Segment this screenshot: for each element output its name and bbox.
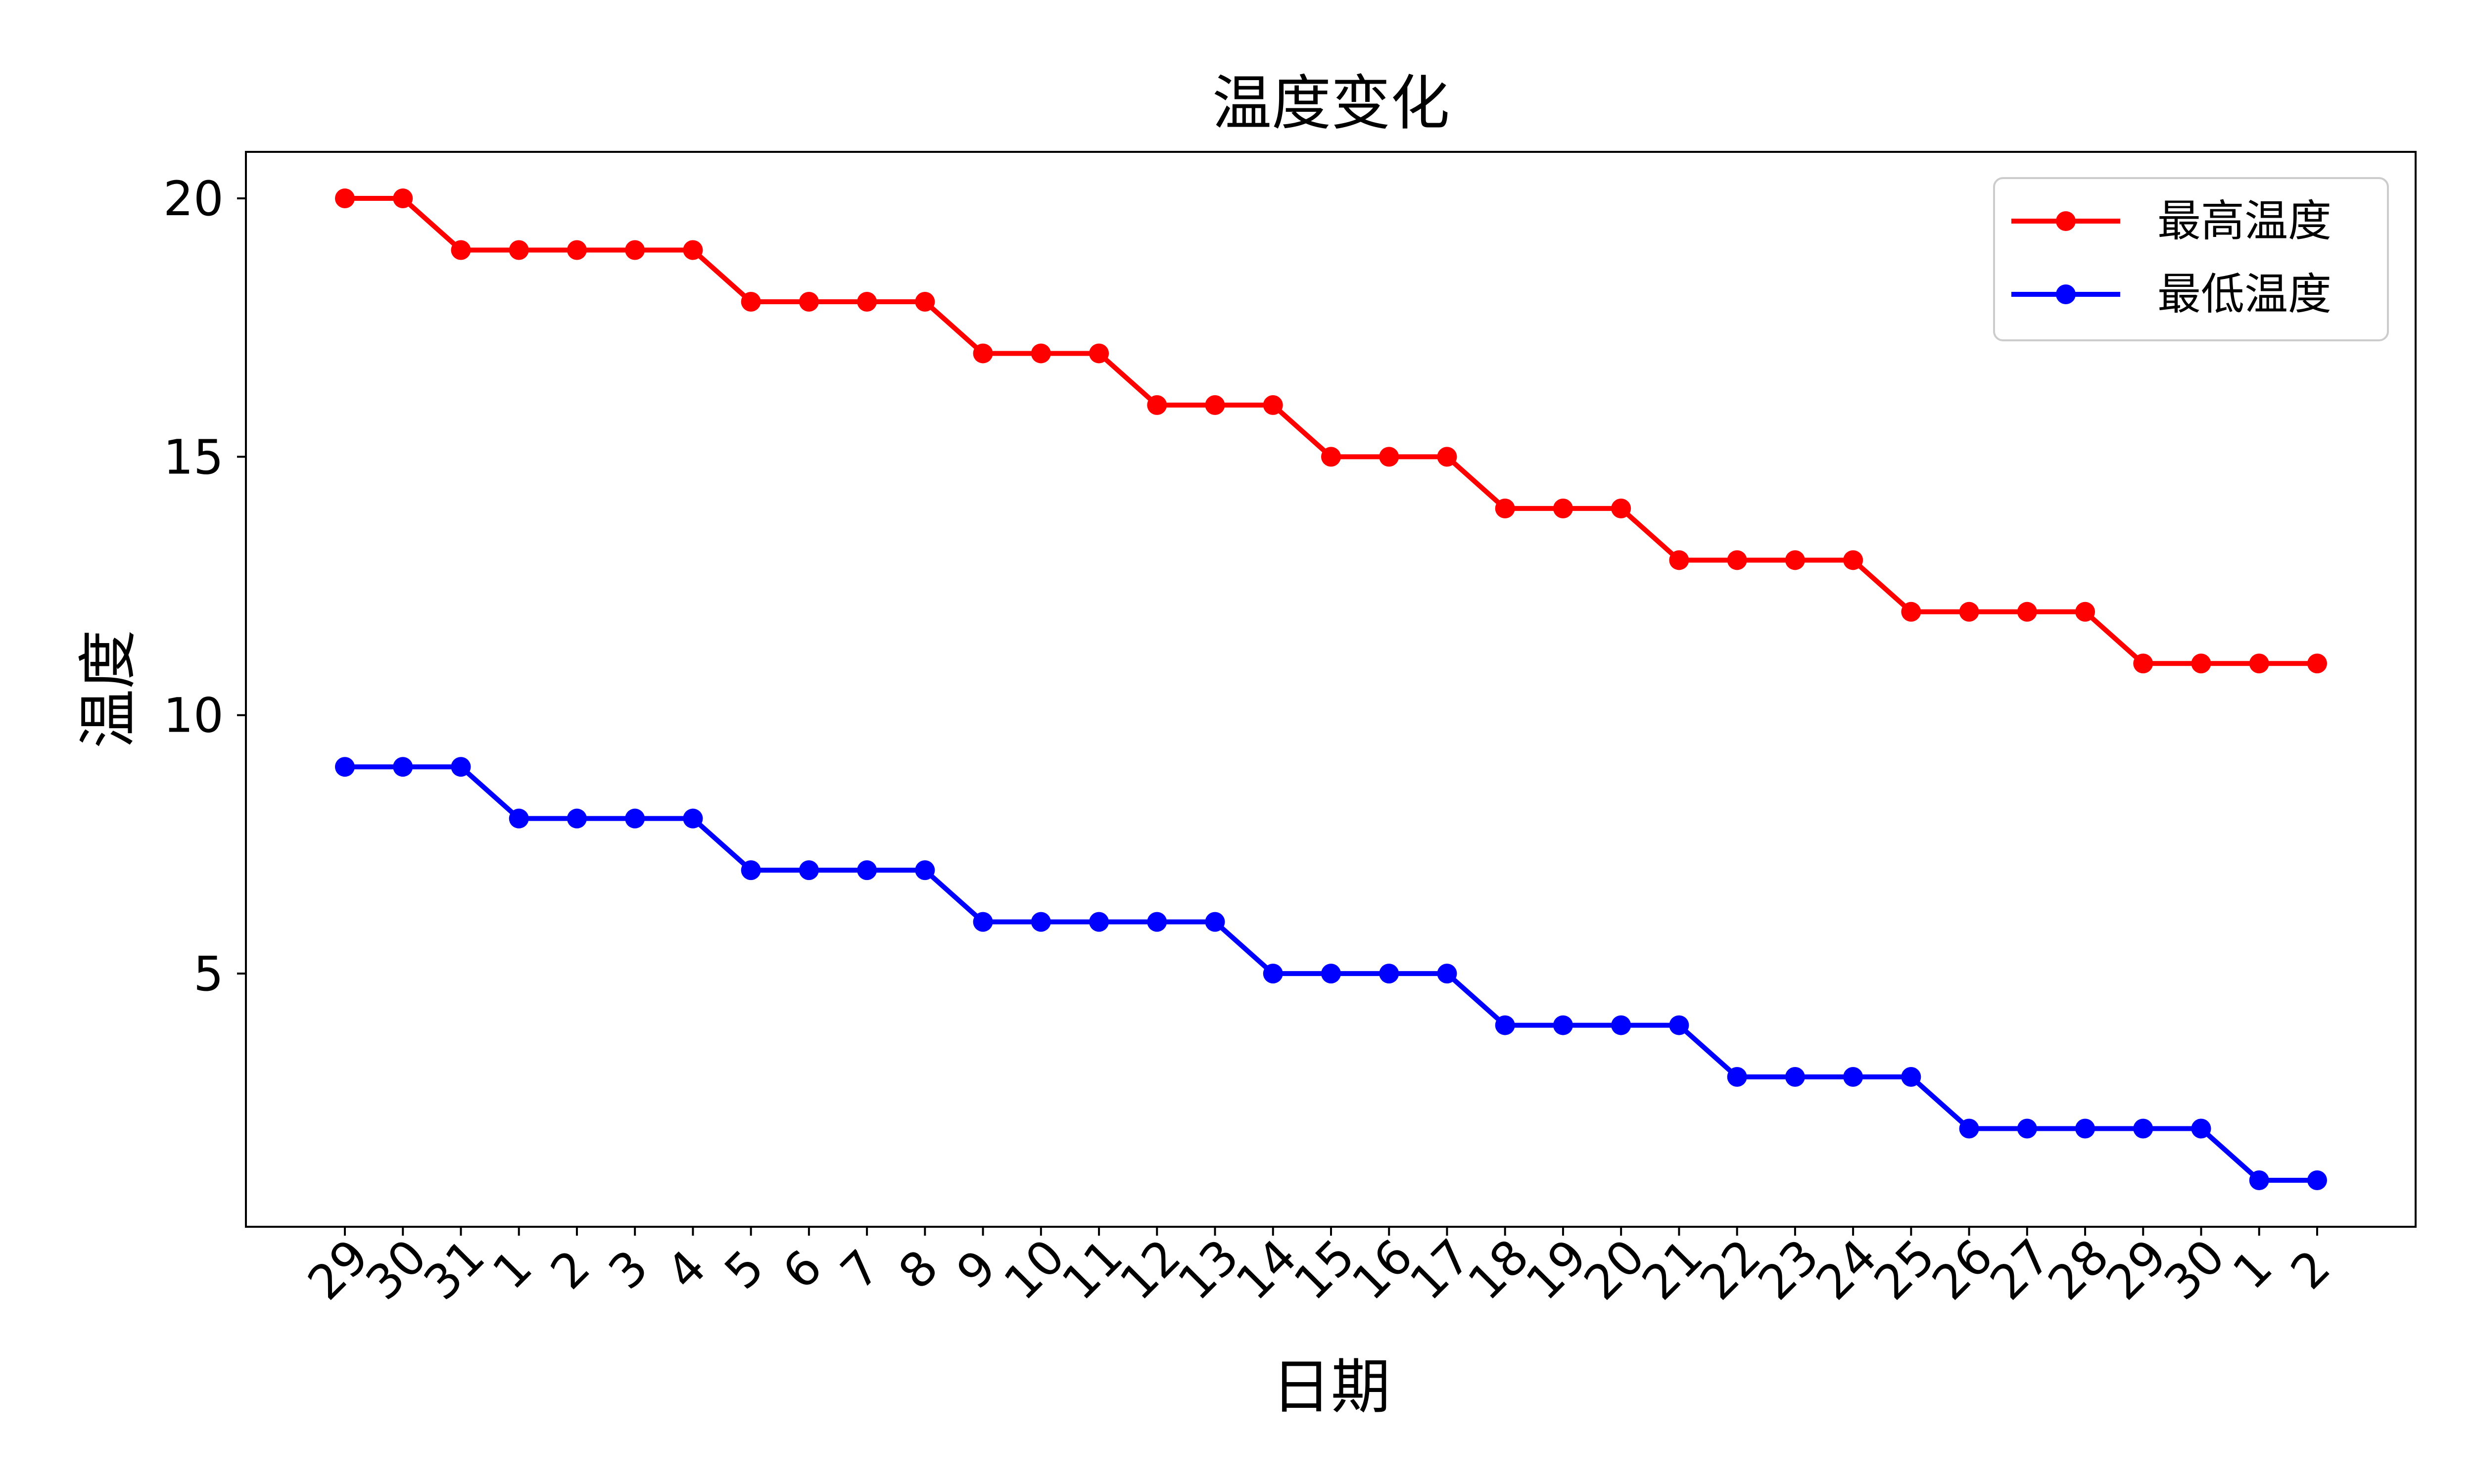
data-point xyxy=(567,808,587,829)
legend-label-min: 最低温度 xyxy=(2157,269,2331,320)
data-point xyxy=(2191,653,2211,674)
data-point xyxy=(1669,1015,1689,1035)
data-point xyxy=(393,757,413,777)
data-point xyxy=(1147,912,1167,932)
data-point xyxy=(509,808,529,829)
data-point xyxy=(1205,395,1225,415)
data-point xyxy=(683,808,703,829)
data-point xyxy=(2249,653,2269,674)
data-point xyxy=(1785,1067,1805,1087)
data-point xyxy=(1495,1015,1515,1035)
data-point xyxy=(509,240,529,260)
data-point xyxy=(799,291,819,312)
data-point xyxy=(1959,1118,1979,1139)
data-point xyxy=(1843,1067,1863,1087)
data-point xyxy=(2307,1170,2327,1190)
data-point xyxy=(2017,602,2037,622)
data-point xyxy=(741,291,761,312)
data-point xyxy=(799,860,819,881)
data-point xyxy=(857,860,877,881)
data-point xyxy=(1321,964,1341,984)
data-point xyxy=(1553,1015,1573,1035)
data-point xyxy=(1669,550,1689,570)
data-point xyxy=(1031,912,1051,932)
data-point xyxy=(335,188,355,209)
data-point xyxy=(2017,1118,2037,1139)
data-point xyxy=(857,291,877,312)
data-point xyxy=(1727,550,1747,570)
data-point xyxy=(1611,1015,1631,1035)
legend-label-max: 最高温度 xyxy=(2157,195,2331,246)
legend: 最高温度 最低温度 xyxy=(1993,177,2389,341)
x-axis-label: 日期 xyxy=(1272,1353,1390,1422)
data-point xyxy=(1379,964,1399,984)
series-0 xyxy=(335,188,2327,674)
series-layer xyxy=(335,188,2327,1190)
y-tick-label: 5 xyxy=(193,946,224,1002)
data-point xyxy=(1089,912,1109,932)
data-point xyxy=(625,808,645,829)
y-tick-label: 20 xyxy=(163,171,224,227)
data-point xyxy=(2075,602,2095,622)
data-point xyxy=(1437,447,1457,467)
data-point xyxy=(2307,653,2327,674)
data-point xyxy=(335,757,355,777)
data-point xyxy=(567,240,587,260)
data-point xyxy=(1553,498,1573,518)
data-point xyxy=(2249,1170,2269,1190)
data-point xyxy=(2133,653,2153,674)
data-point xyxy=(1089,343,1109,364)
data-point xyxy=(1147,395,1167,415)
legend-marker-max xyxy=(2056,211,2076,231)
data-point xyxy=(1263,964,1283,984)
data-point xyxy=(683,240,703,260)
data-point xyxy=(1379,447,1399,467)
data-point xyxy=(1727,1067,1747,1087)
data-point xyxy=(973,912,993,932)
data-point xyxy=(1611,498,1631,518)
data-point xyxy=(1785,550,1805,570)
data-point xyxy=(1495,498,1515,518)
data-point xyxy=(625,240,645,260)
y-axis-label: 温度 xyxy=(74,630,143,748)
data-point xyxy=(915,860,935,881)
data-point xyxy=(973,343,993,364)
data-point xyxy=(1205,912,1225,932)
y-tick-label: 15 xyxy=(163,429,224,485)
data-point xyxy=(451,757,471,777)
data-point xyxy=(1901,602,1921,622)
data-point xyxy=(1901,1067,1921,1087)
y-tick-label: 10 xyxy=(163,688,224,743)
series-1 xyxy=(335,757,2327,1190)
data-point xyxy=(1031,343,1051,364)
data-point xyxy=(451,240,471,260)
data-point xyxy=(1437,964,1457,984)
data-point xyxy=(1843,550,1863,570)
data-point xyxy=(741,860,761,881)
data-point xyxy=(2133,1118,2153,1139)
data-point xyxy=(393,188,413,209)
data-point xyxy=(2075,1118,2095,1139)
data-point xyxy=(1959,602,1979,622)
chart-title: 温度变化 xyxy=(1212,69,1450,138)
y-axis: 5 10 15 20 xyxy=(163,171,246,1002)
legend-marker-min xyxy=(2056,284,2076,304)
data-point xyxy=(2191,1118,2211,1139)
data-point xyxy=(1263,395,1283,415)
data-point xyxy=(915,291,935,312)
data-point xyxy=(1321,447,1341,467)
